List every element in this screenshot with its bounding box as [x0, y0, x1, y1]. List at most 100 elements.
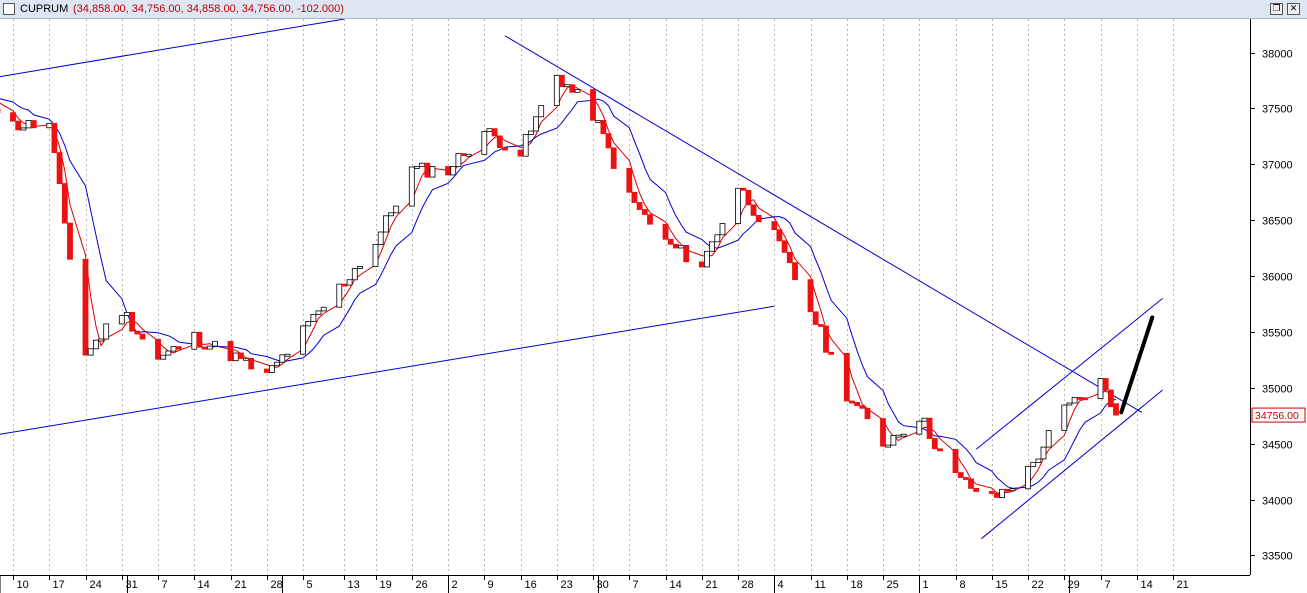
bull-candle	[46, 122, 53, 129]
price-tick-label: 36500	[1262, 216, 1293, 228]
bear-candle	[67, 222, 73, 260]
bull-candle	[999, 488, 1005, 498]
bull-candle	[393, 205, 400, 214]
bear-candle	[517, 149, 524, 157]
bull-candle	[284, 353, 291, 357]
trendlines	[0, 19, 1163, 540]
trendline-channel-upper	[975, 298, 1163, 450]
bear-candle	[201, 346, 208, 350]
bull-candle	[93, 339, 99, 350]
date-tick-label: 10	[17, 579, 29, 591]
bear-candle	[771, 221, 778, 231]
bear-candle	[569, 84, 576, 93]
bull-candle	[206, 345, 213, 350]
bear-candle	[1076, 396, 1083, 400]
bull-candle	[704, 250, 710, 268]
bull-candle	[320, 306, 327, 312]
bear-candle	[849, 400, 855, 404]
bull-candle	[714, 234, 721, 243]
date-tick-label: 19	[380, 579, 392, 591]
close-window-icon[interactable]: ✕	[1287, 3, 1300, 15]
bear-candle	[445, 166, 451, 176]
bull-candle	[372, 243, 379, 267]
date-tick-label: 8	[960, 579, 966, 591]
bear-candle	[134, 330, 141, 335]
bear-candle	[1108, 389, 1114, 408]
bull-candle	[895, 434, 902, 438]
bear-candle	[698, 261, 705, 268]
bear-candle	[647, 214, 653, 225]
date-tick-label: 23	[561, 579, 573, 591]
bear-candle	[61, 183, 68, 224]
bear-candle	[792, 262, 798, 281]
bear-candle	[786, 251, 793, 264]
date-tick-label: 29	[1068, 579, 1080, 591]
bear-candle	[30, 120, 37, 129]
forecast-line	[1119, 315, 1155, 415]
date-tick-label: 15	[996, 579, 1008, 591]
bear-candle	[994, 492, 1000, 498]
bull-candle	[1025, 465, 1031, 490]
bear-candle	[745, 189, 752, 206]
price-tick-label: 34000	[1262, 496, 1293, 508]
bull-candle	[232, 352, 239, 362]
bear-candle	[864, 407, 871, 420]
bull-candle	[87, 348, 94, 356]
bull-candle	[481, 131, 488, 155]
instrument-name: CUPRUM	[20, 3, 69, 15]
date-tick-label: 13	[348, 579, 360, 591]
date-tick-label: 21	[1177, 579, 1189, 591]
bull-candle	[20, 127, 27, 131]
bear-candle	[460, 153, 467, 157]
bull-candle	[1030, 462, 1037, 467]
trendline-falling-resistance	[504, 35, 1143, 413]
bull-candle	[538, 105, 545, 118]
bull-candle	[553, 74, 560, 106]
bear-candle	[1102, 378, 1109, 391]
bull-candle	[429, 166, 436, 178]
bear-candle	[818, 324, 824, 327]
bear-candle	[667, 238, 674, 245]
date-tick-label: 28	[271, 579, 283, 591]
bear-candle	[662, 223, 669, 240]
bull-candle	[921, 417, 928, 422]
bear-candle	[631, 191, 638, 203]
bull-candle	[486, 128, 493, 132]
bull-candle	[885, 444, 892, 448]
date-tick-label: 14	[1141, 579, 1153, 591]
bear-candle	[988, 491, 995, 494]
bear-candle	[263, 368, 270, 373]
bear-candle	[1004, 488, 1011, 492]
bull-candle	[170, 346, 177, 352]
bear-candle	[880, 418, 886, 447]
bear-candle	[812, 311, 819, 325]
bear-candle	[963, 477, 969, 480]
bear-candle	[952, 448, 959, 473]
date-tick-label: 26	[416, 579, 428, 591]
bull-candle	[279, 354, 286, 363]
price-tick-label: 33500	[1262, 551, 1293, 563]
bear-candle	[641, 209, 648, 215]
bear-candle	[828, 351, 835, 355]
bull-candle	[574, 89, 581, 93]
bull-candle	[25, 120, 32, 129]
bear-candle	[502, 147, 508, 151]
bull-candle	[678, 244, 684, 249]
bear-candle	[175, 346, 182, 350]
bear-candle	[424, 162, 431, 178]
last-price-box	[1251, 407, 1306, 423]
candles	[0, 74, 1119, 498]
bear-candle	[781, 240, 788, 253]
bear-candle	[10, 112, 16, 122]
title-bar: CUPRUM (34,858.00, 34,756.00, 34,858.00,…	[0, 0, 1307, 19]
bear-candle	[600, 120, 607, 135]
bear-candle	[559, 74, 565, 88]
bear-candle	[248, 357, 255, 370]
bull-candle	[191, 331, 198, 350]
date-tick-label: 14	[198, 579, 210, 591]
bear-candle	[755, 214, 762, 223]
price-tick-label: 36000	[1262, 272, 1293, 284]
bull-candle	[419, 162, 426, 167]
restore-window-icon[interactable]: ❐	[1270, 3, 1283, 15]
price-tick-label: 35500	[1262, 328, 1293, 340]
